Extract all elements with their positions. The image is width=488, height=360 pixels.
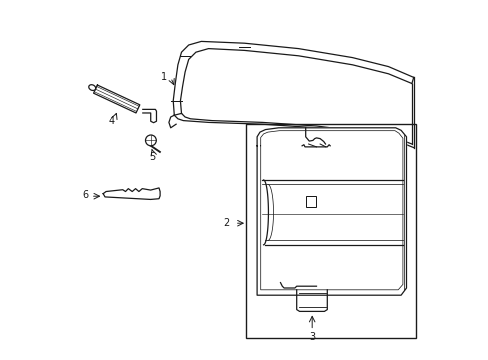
Text: 3: 3 (308, 332, 315, 342)
Bar (246, 124, 415, 338)
Polygon shape (257, 128, 406, 295)
Text: 2: 2 (223, 218, 229, 228)
Text: 4: 4 (108, 116, 114, 126)
Ellipse shape (89, 85, 96, 90)
Text: 6: 6 (82, 190, 88, 200)
Text: 1: 1 (161, 72, 167, 82)
Bar (305, 196, 316, 207)
Circle shape (145, 135, 156, 146)
Text: 5: 5 (149, 152, 156, 162)
